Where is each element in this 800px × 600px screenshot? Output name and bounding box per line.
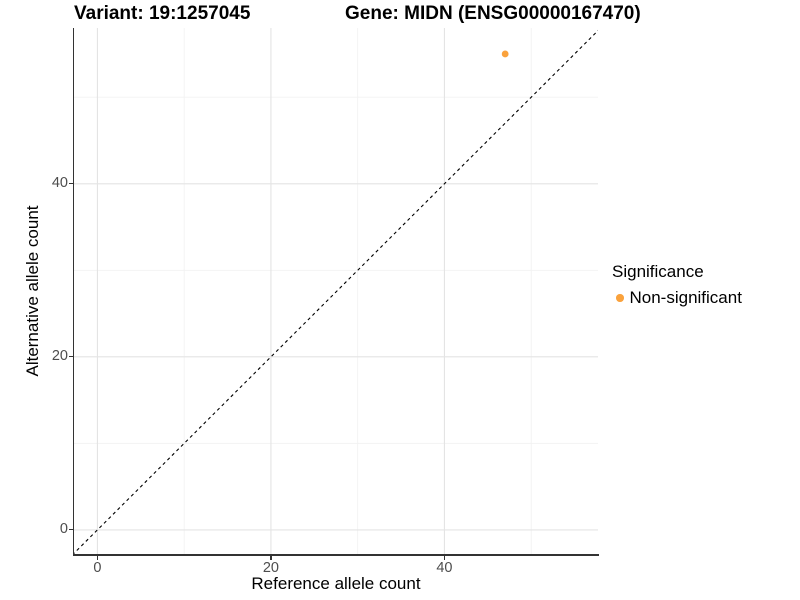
legend-item: Non-significant: [612, 288, 742, 308]
x-tick-mark: [270, 555, 272, 560]
x-axis-title: Reference allele count: [251, 574, 421, 593]
legend: Significance Non-significant: [612, 262, 742, 308]
chart-canvas: [71, 27, 601, 556]
x-tick-label: 0: [93, 560, 102, 576]
y-tick-label: 40: [51, 175, 68, 192]
legend-title: Significance: [612, 262, 704, 281]
y-axis-title: Alternative allele count: [23, 205, 42, 377]
plot-title-variant: Variant: 19:1257045: [74, 3, 251, 24]
legend-point-icon: [616, 294, 624, 302]
x-tick-label: 20: [262, 560, 279, 576]
y-axis-line: [72, 28, 74, 556]
y-tick-mark: [69, 529, 74, 531]
x-tick-label: 40: [436, 560, 453, 576]
y-tick-label: 20: [51, 348, 68, 365]
identity-line: [71, 27, 601, 556]
plot-panel: [71, 27, 601, 556]
x-tick-mark: [96, 555, 98, 560]
plot-title-gene: Gene: MIDN (ENSG00000167470): [345, 3, 641, 24]
y-tick-mark: [69, 356, 74, 358]
legend-item-label: Non-significant: [629, 288, 742, 307]
x-tick-mark: [443, 555, 446, 560]
x-axis-line: [72, 554, 599, 556]
data-point: [501, 50, 509, 58]
y-tick-label: 0: [59, 521, 68, 538]
y-tick-mark: [69, 183, 74, 185]
